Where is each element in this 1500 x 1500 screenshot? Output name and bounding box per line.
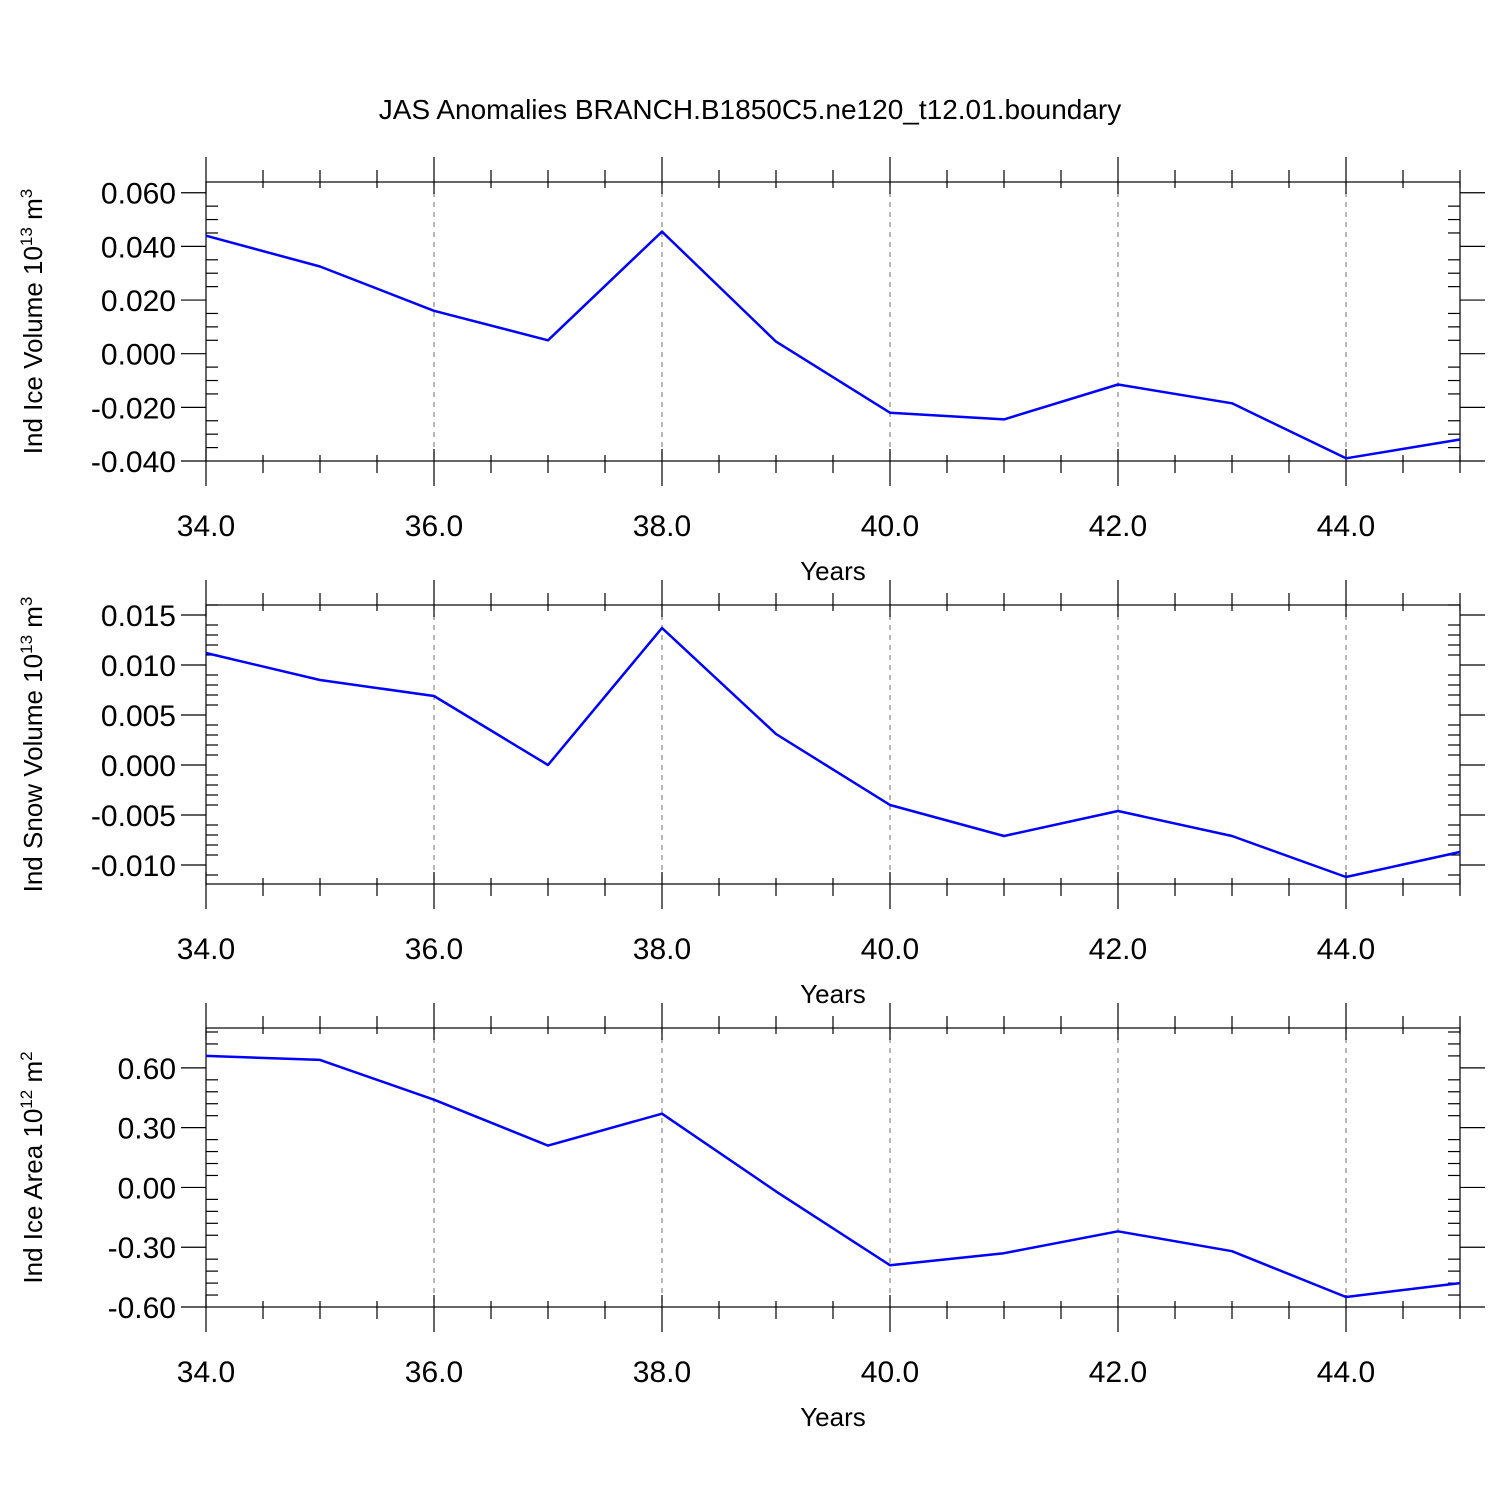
plot-frame bbox=[205, 181, 1461, 462]
x-tick-label: 34.0 bbox=[177, 1356, 235, 1389]
panel-2: -0.010 -0.005 0.000 0.005 0.010 0.015 34.0 36.0… bbox=[17, 580, 1485, 1009]
y-tick-label: -0.30 bbox=[108, 1232, 176, 1265]
x-tick-label: 34.0 bbox=[177, 510, 235, 543]
y-tick-label: -0.040 bbox=[91, 446, 176, 479]
y-tick-label: 0.000 bbox=[101, 750, 176, 783]
y-tick-label: 0.000 bbox=[101, 339, 176, 372]
x-axis-label: Years bbox=[800, 1402, 866, 1432]
x-tick-label: 40.0 bbox=[861, 510, 919, 543]
y-tick-label: 0.060 bbox=[101, 178, 176, 211]
x-axis-label: Years bbox=[800, 979, 866, 1009]
panel-1: -0.040 -0.020 0.000 0.020 0.040 0.060 34.0 36.0… bbox=[17, 157, 1485, 586]
panels: -0.040 -0.020 0.000 0.020 0.040 0.060 34.0 36.0… bbox=[17, 157, 1485, 1432]
data-line bbox=[205, 230, 1461, 460]
x-tick-label: 42.0 bbox=[1089, 1356, 1147, 1389]
y-tick-label: -0.005 bbox=[91, 800, 176, 833]
y-tick-label: 0.005 bbox=[101, 700, 176, 733]
y-axis-label: Ind Ice Area 1012 m2 bbox=[17, 1051, 48, 1283]
y-tick-label: -0.60 bbox=[108, 1292, 176, 1325]
x-tick-label: 44.0 bbox=[1317, 933, 1375, 966]
y-tick-label: 0.015 bbox=[101, 600, 176, 633]
x-tick-label: 40.0 bbox=[861, 1356, 919, 1389]
data-line bbox=[205, 626, 1461, 879]
panel-3: -0.60 -0.30 0.00 0.30 0.60 34.0 36.0 38.0 40.0 42… bbox=[17, 1003, 1485, 1432]
y-tick-label: 0.00 bbox=[118, 1172, 176, 1205]
x-tick-label: 38.0 bbox=[633, 933, 691, 966]
x-axis-label: Years bbox=[800, 556, 866, 586]
y-tick-label: -0.020 bbox=[91, 392, 176, 425]
y-tick-label: 0.040 bbox=[101, 231, 176, 264]
y-axis-label: Ind Ice Volume 1013 m3 bbox=[17, 189, 48, 454]
x-tick-label: 38.0 bbox=[633, 510, 691, 543]
y-tick-label: -0.010 bbox=[91, 850, 176, 883]
x-tick-label: 42.0 bbox=[1089, 510, 1147, 543]
x-tick-label: 42.0 bbox=[1089, 933, 1147, 966]
y-tick-label: 0.30 bbox=[118, 1113, 176, 1146]
plot-frame bbox=[205, 604, 1461, 885]
x-tick-label: 38.0 bbox=[633, 1356, 691, 1389]
x-tick-label: 36.0 bbox=[405, 1356, 463, 1389]
data-line bbox=[205, 1054, 1461, 1299]
x-tick-label: 34.0 bbox=[177, 933, 235, 966]
x-tick-label: 36.0 bbox=[405, 510, 463, 543]
chart-title: JAS Anomalies BRANCH.B1850C5.ne120_t12.0… bbox=[379, 94, 1121, 125]
y-tick-label: 0.60 bbox=[118, 1053, 176, 1086]
y-tick-label: 0.020 bbox=[101, 285, 176, 318]
x-tick-label: 44.0 bbox=[1317, 1356, 1375, 1389]
y-axis-label: Ind Snow Volume 1013 m3 bbox=[17, 597, 48, 893]
x-tick-label: 44.0 bbox=[1317, 510, 1375, 543]
plot-frame bbox=[205, 1027, 1461, 1308]
x-tick-label: 40.0 bbox=[861, 933, 919, 966]
x-tick-label: 36.0 bbox=[405, 933, 463, 966]
y-tick-label: 0.010 bbox=[101, 650, 176, 683]
